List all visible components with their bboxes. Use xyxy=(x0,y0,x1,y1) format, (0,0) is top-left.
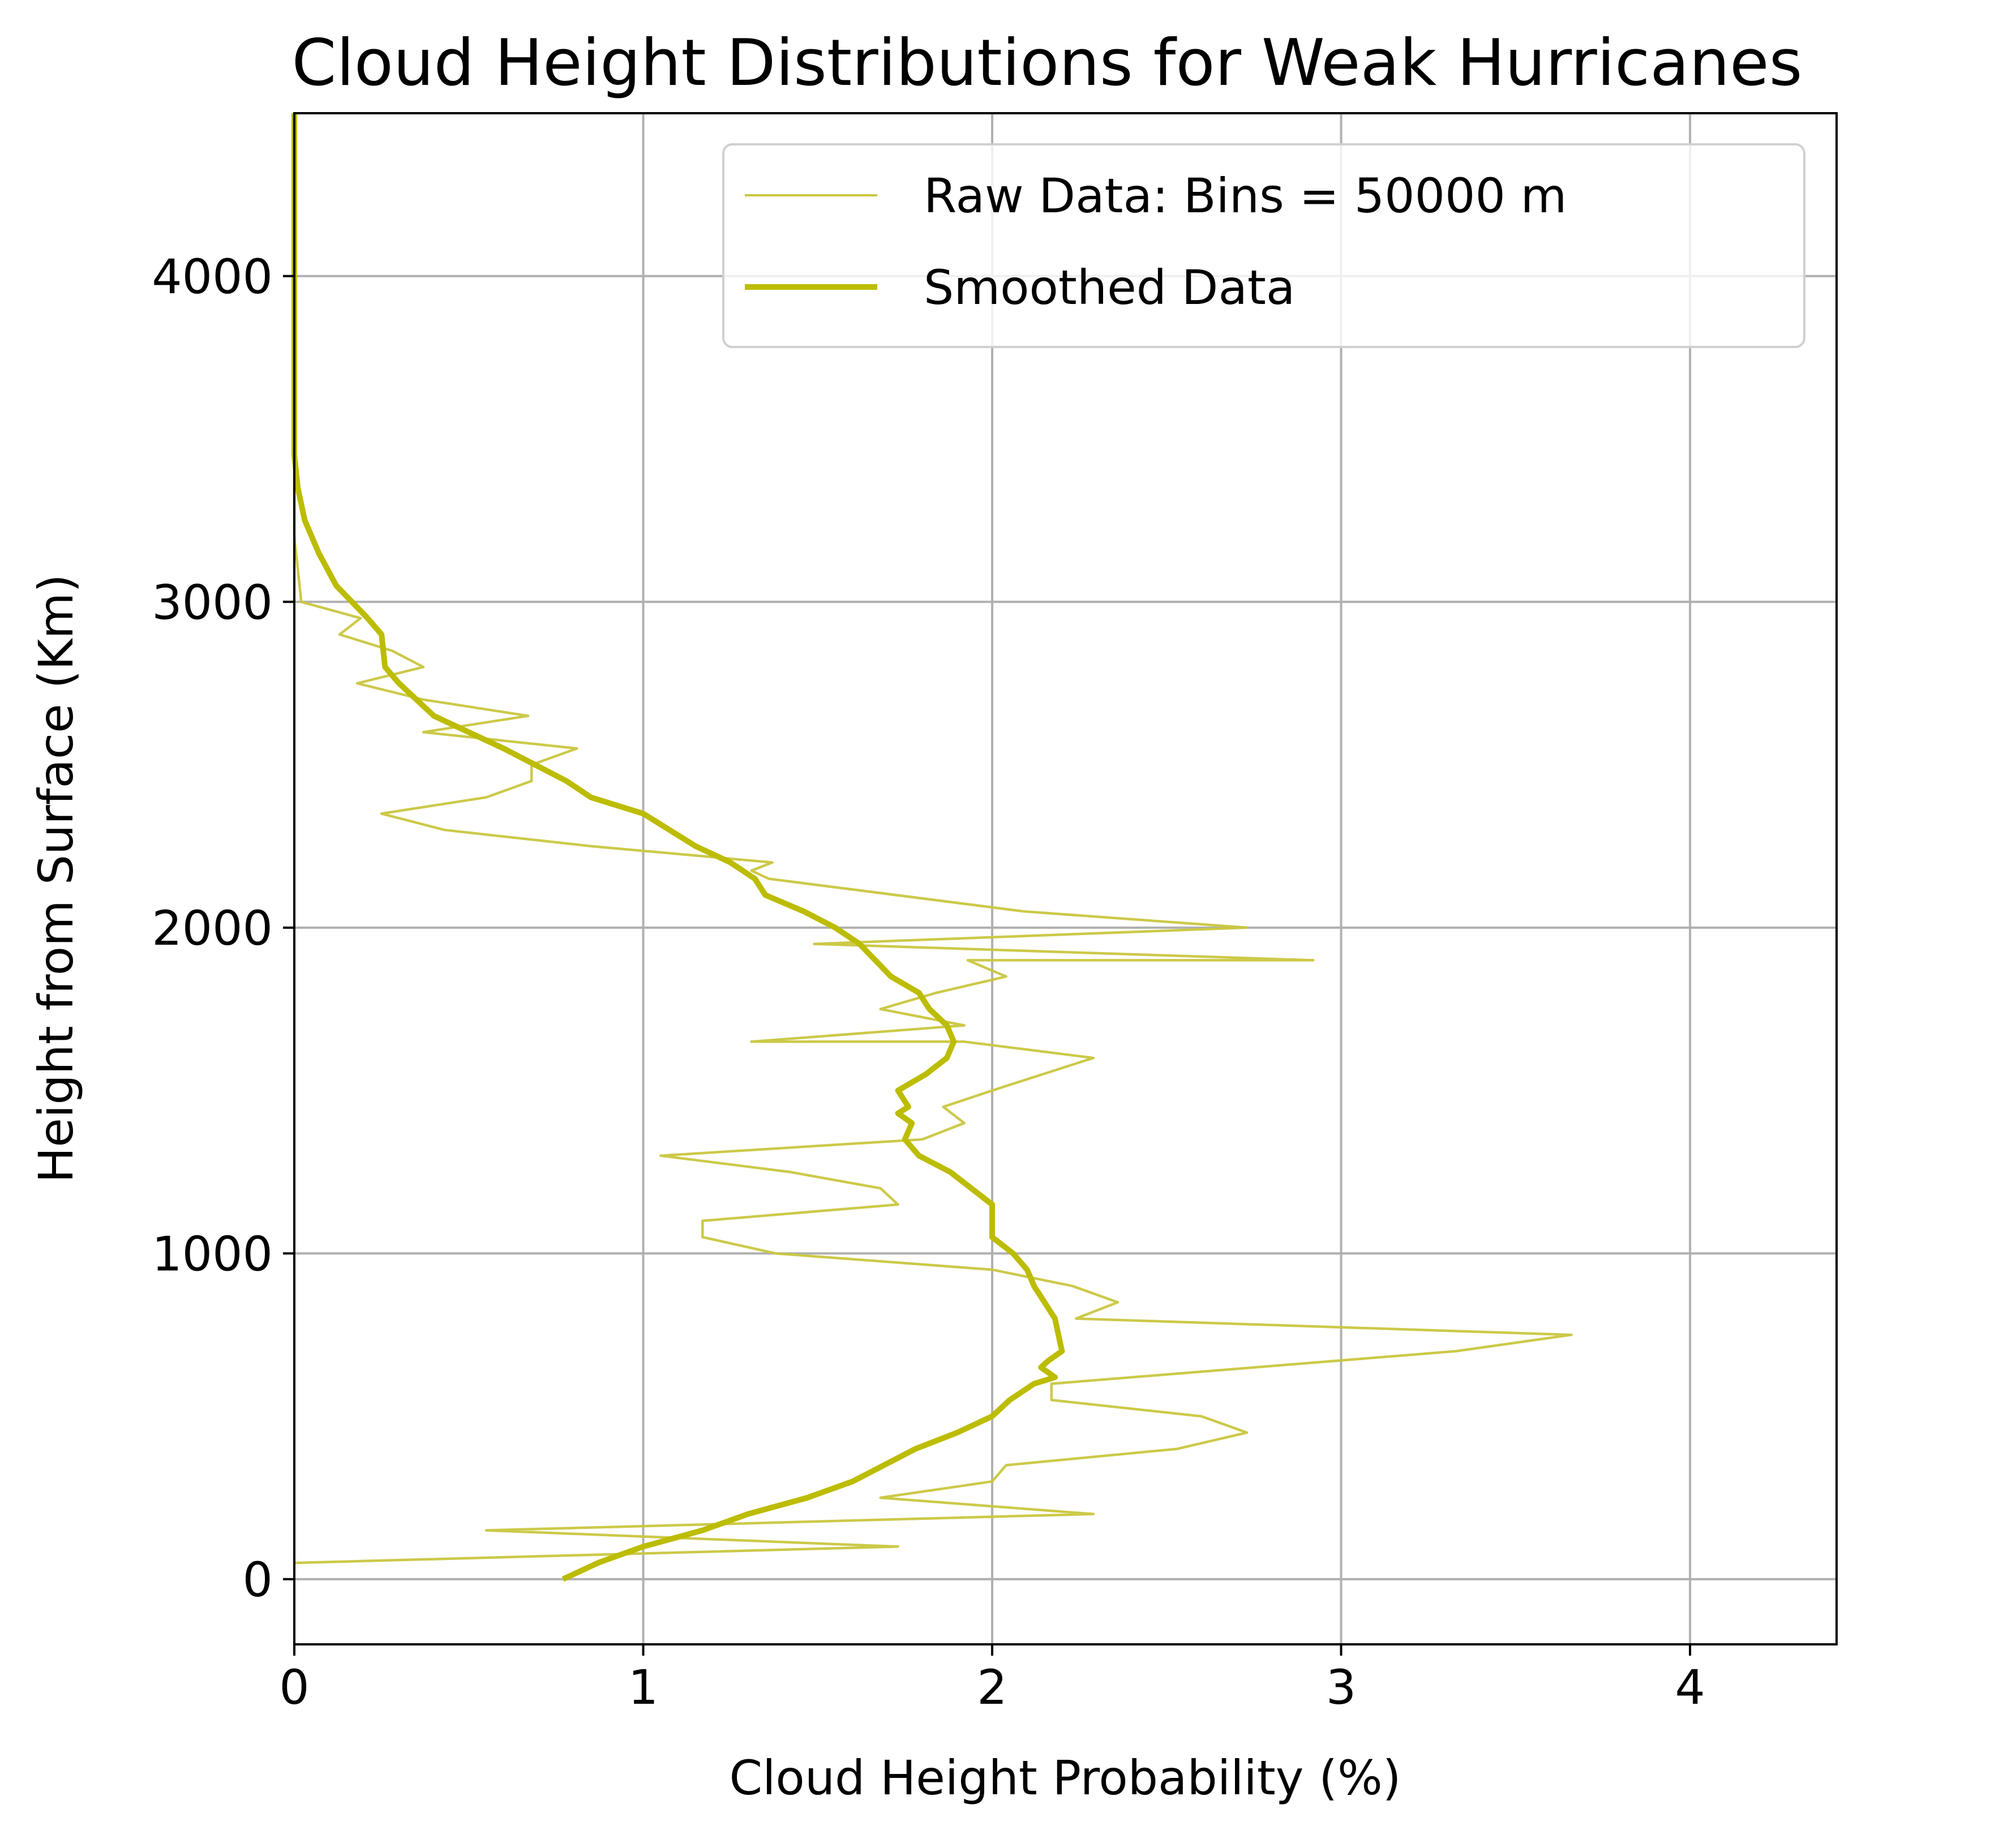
y-tick-label: 0 xyxy=(243,1552,273,1608)
x-axis-ticks: 0 1 2 3 4 xyxy=(279,1644,1705,1715)
legend: Raw Data: Bins = 50000 m Smoothed Data xyxy=(722,143,1805,348)
legend-label-raw-data: Raw Data: Bins = 50000 m xyxy=(924,168,1567,224)
x-tick-label: 0 xyxy=(279,1660,309,1715)
y-tick-label: 2000 xyxy=(152,901,273,956)
legend-label-smoothed-data: Smoothed Data xyxy=(924,260,1295,315)
x-tick-label: 3 xyxy=(1326,1660,1356,1715)
y-tick-label: 1000 xyxy=(152,1226,273,1282)
legend-box xyxy=(722,143,1805,348)
y-axis-label: Height from Surface (Km) xyxy=(28,574,84,1183)
y-tick-label: 3000 xyxy=(152,575,273,630)
x-axis-label: Cloud Height Probability (%) xyxy=(729,1750,1401,1806)
chart-title: Cloud Height Distributions for Weak Hurr… xyxy=(291,25,1802,100)
plot-lines xyxy=(291,113,1573,1582)
raw-data-line xyxy=(293,113,1573,1565)
y-tick-label: 4000 xyxy=(152,249,273,305)
smoothed-data-line xyxy=(291,113,1065,1582)
y-axis-ticks: 0 1000 2000 3000 4000 xyxy=(152,249,294,1608)
plot-frame xyxy=(293,112,1838,1645)
x-tick-label: 1 xyxy=(628,1660,658,1715)
x-tick-label: 2 xyxy=(977,1660,1007,1715)
x-tick-label: 4 xyxy=(1675,1660,1705,1715)
